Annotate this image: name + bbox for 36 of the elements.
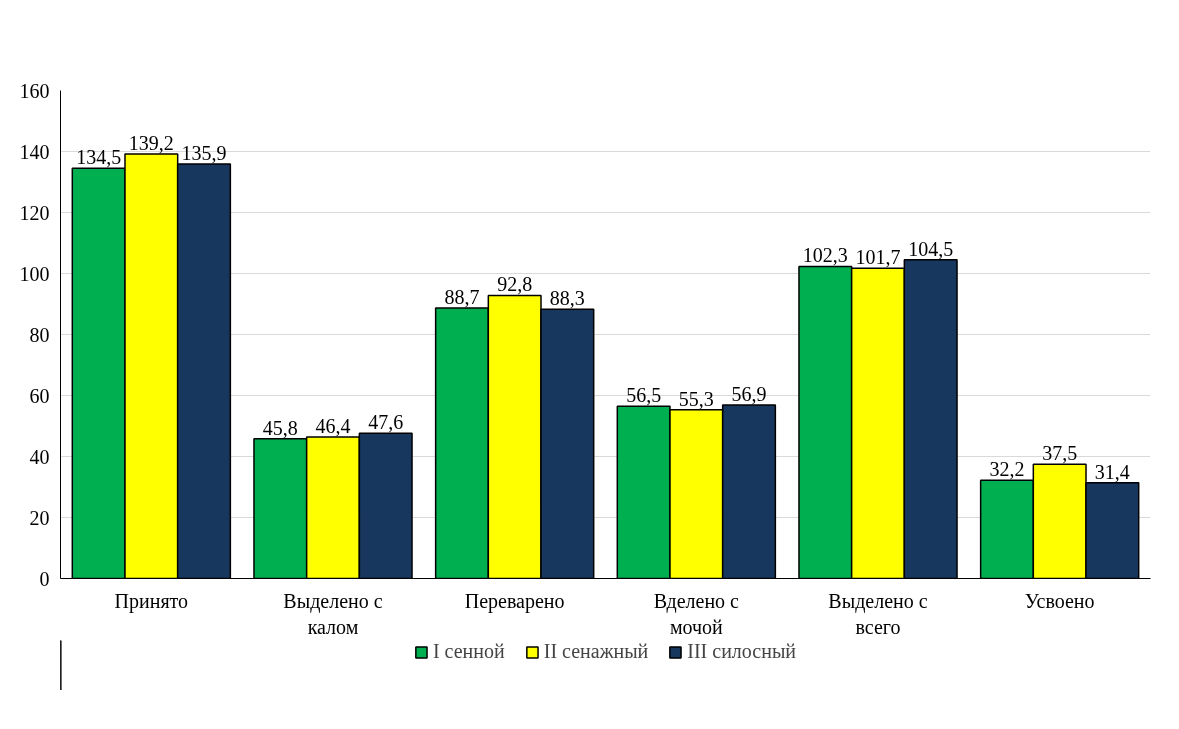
y-tick-label: 80 bbox=[29, 323, 50, 346]
data-label: 139,2 bbox=[128, 131, 174, 154]
x-tick-label: Вделено с мочой bbox=[653, 589, 740, 638]
data-label: 135,9 bbox=[181, 142, 227, 165]
legend-label: III силосный bbox=[687, 640, 797, 663]
data-label: 37,5 bbox=[1042, 442, 1078, 465]
y-tick-label: 160 bbox=[19, 79, 50, 102]
data-label: 47,6 bbox=[368, 411, 404, 434]
y-tick-label: 60 bbox=[29, 384, 50, 407]
data-label: 31,4 bbox=[1094, 460, 1130, 483]
data-label: 88,3 bbox=[549, 287, 585, 310]
x-tick-label: Переварено bbox=[464, 589, 565, 613]
x-tick-label: Выделено с калом bbox=[283, 589, 383, 638]
data-label: 102,3 bbox=[802, 244, 848, 267]
data-label: 88,7 bbox=[444, 285, 480, 308]
data-label: 32,2 bbox=[989, 458, 1025, 481]
data-label: 56,5 bbox=[626, 384, 662, 407]
legend-label: I сенной bbox=[432, 640, 505, 663]
y-tick-label: 40 bbox=[29, 445, 50, 468]
data-label: 104,5 bbox=[908, 237, 954, 260]
y-tick-label: 100 bbox=[19, 262, 50, 285]
x-tick-label: Выделено с всего bbox=[828, 589, 928, 638]
x-tick-label: Принято bbox=[114, 589, 189, 613]
data-label: 55,3 bbox=[678, 387, 714, 410]
data-label: 134,5 bbox=[76, 146, 122, 169]
y-tick-label: 140 bbox=[19, 140, 50, 163]
y-tick-label: 20 bbox=[29, 506, 50, 529]
data-label: 101,7 bbox=[855, 246, 901, 269]
legend-label: II сенажный bbox=[543, 640, 649, 663]
x-tick-label: Усвоено bbox=[1024, 589, 1095, 612]
data-label: 45,8 bbox=[262, 416, 298, 439]
data-label: 92,8 bbox=[497, 273, 533, 296]
y-tick-label: 120 bbox=[19, 201, 50, 224]
data-label: 56,9 bbox=[731, 382, 767, 405]
data-label: 46,4 bbox=[315, 414, 351, 437]
y-tick-label: 0 bbox=[39, 567, 50, 590]
